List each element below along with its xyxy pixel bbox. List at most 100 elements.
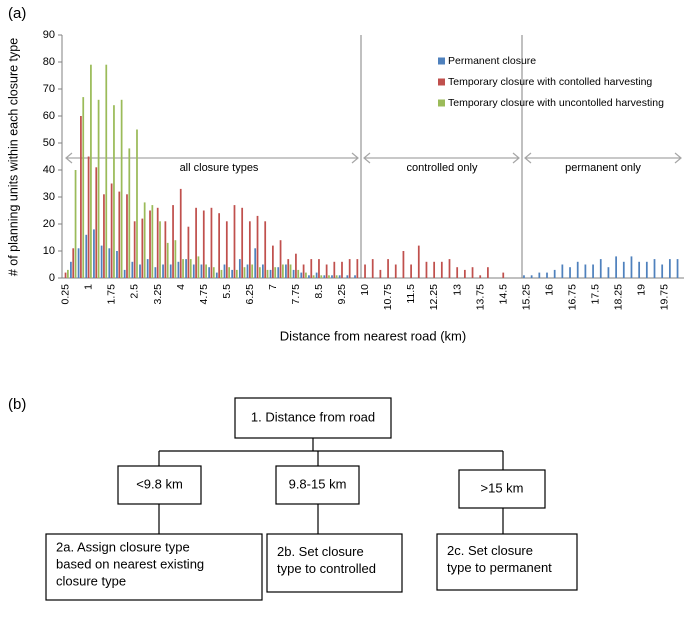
- bar: [120, 99, 123, 278]
- y-tick-label: 70: [43, 83, 55, 95]
- legend-label: Temporary closure with uncontolled harve…: [448, 97, 664, 109]
- bar: [325, 264, 328, 278]
- annotation: controlled only: [407, 162, 478, 174]
- bar: [425, 261, 428, 278]
- bar: [335, 275, 338, 278]
- bar: [233, 205, 236, 278]
- bar: [156, 207, 159, 278]
- bar: [295, 253, 297, 278]
- legend-swatch: [438, 57, 445, 65]
- bar: [166, 242, 169, 278]
- bar: [622, 261, 625, 278]
- x-tick-label: 13.75: [474, 284, 486, 310]
- bar: [113, 105, 115, 278]
- flow-text: type to controlled: [277, 561, 376, 576]
- y-tick-label: 40: [43, 164, 55, 176]
- bar: [174, 240, 177, 278]
- bar: [187, 226, 190, 278]
- legend-swatch: [438, 78, 445, 86]
- bar: [197, 256, 200, 278]
- flow-box: [266, 533, 403, 593]
- bar: [256, 215, 259, 278]
- bar: [320, 275, 323, 278]
- bar: [159, 221, 161, 278]
- bar: [215, 272, 218, 278]
- bar: [185, 259, 187, 278]
- bar: [530, 275, 533, 278]
- bar: [154, 267, 157, 278]
- bar: [210, 207, 213, 278]
- bar: [85, 234, 88, 278]
- bar: [448, 259, 451, 278]
- bar: [262, 264, 264, 278]
- bar: [82, 97, 85, 278]
- x-tick-label: 7.75: [290, 284, 302, 305]
- bar: [133, 221, 136, 278]
- bar: [93, 229, 95, 278]
- bar: [463, 269, 466, 278]
- bar: [241, 207, 244, 278]
- y-tick-label: 90: [43, 29, 55, 41]
- flow-box: [275, 465, 360, 505]
- y-tick-label: 30: [43, 191, 55, 203]
- bar: [331, 275, 333, 278]
- bar: [479, 275, 482, 278]
- x-tick-label: 14.5: [497, 284, 509, 305]
- x-tick-label: 8.5: [313, 284, 325, 299]
- bar: [126, 194, 128, 278]
- bar: [228, 267, 231, 278]
- y-tick-label: 60: [43, 110, 55, 122]
- bar: [379, 269, 382, 278]
- legend-label: Permanent closure: [448, 55, 536, 67]
- bar: [346, 275, 349, 278]
- x-tick-label: 5.5: [221, 284, 233, 299]
- flow-box: [436, 533, 578, 591]
- bar: [218, 213, 221, 278]
- bar: [599, 259, 602, 278]
- bar: [312, 275, 315, 278]
- bar: [200, 264, 203, 278]
- bar: [615, 256, 617, 278]
- bar: [164, 221, 167, 278]
- bar: [251, 264, 254, 278]
- bar: [584, 264, 587, 278]
- flow-text: 1. Distance from road: [251, 409, 375, 424]
- flow-box: [45, 533, 263, 601]
- bar: [502, 272, 505, 278]
- bar: [123, 269, 126, 278]
- bar: [272, 245, 274, 278]
- annotation: permanent only: [565, 162, 641, 174]
- bar: [162, 264, 164, 278]
- bar: [243, 267, 246, 278]
- bar: [131, 261, 134, 278]
- bar: [87, 156, 90, 278]
- bar: [100, 245, 103, 278]
- bar: [238, 259, 241, 278]
- bar: [172, 205, 174, 278]
- flow-text: closure type: [56, 573, 126, 588]
- bar: [212, 267, 215, 278]
- bar: [433, 261, 436, 278]
- bar: [417, 245, 420, 278]
- bar: [225, 221, 228, 278]
- x-tick-label: 1: [83, 284, 95, 290]
- panel-label: (b): [8, 396, 26, 413]
- bar: [315, 272, 318, 278]
- bar: [205, 264, 207, 278]
- y-axis-label: # of planning units within each closure …: [6, 38, 20, 276]
- bar: [177, 261, 180, 278]
- flow-box: [234, 397, 392, 439]
- bar: [220, 269, 223, 278]
- bar: [561, 264, 564, 278]
- flow-text: type to permanent: [447, 560, 552, 575]
- x-tick-label: 11.5: [405, 284, 417, 304]
- bar: [189, 259, 192, 278]
- bar: [136, 129, 138, 278]
- bar: [676, 259, 679, 278]
- x-tick-label: 13: [451, 284, 463, 296]
- x-tick-label: 7: [267, 284, 279, 290]
- bar: [231, 269, 234, 278]
- bar: [202, 210, 205, 278]
- bar: [192, 264, 195, 278]
- x-tick-label: 19: [636, 284, 648, 296]
